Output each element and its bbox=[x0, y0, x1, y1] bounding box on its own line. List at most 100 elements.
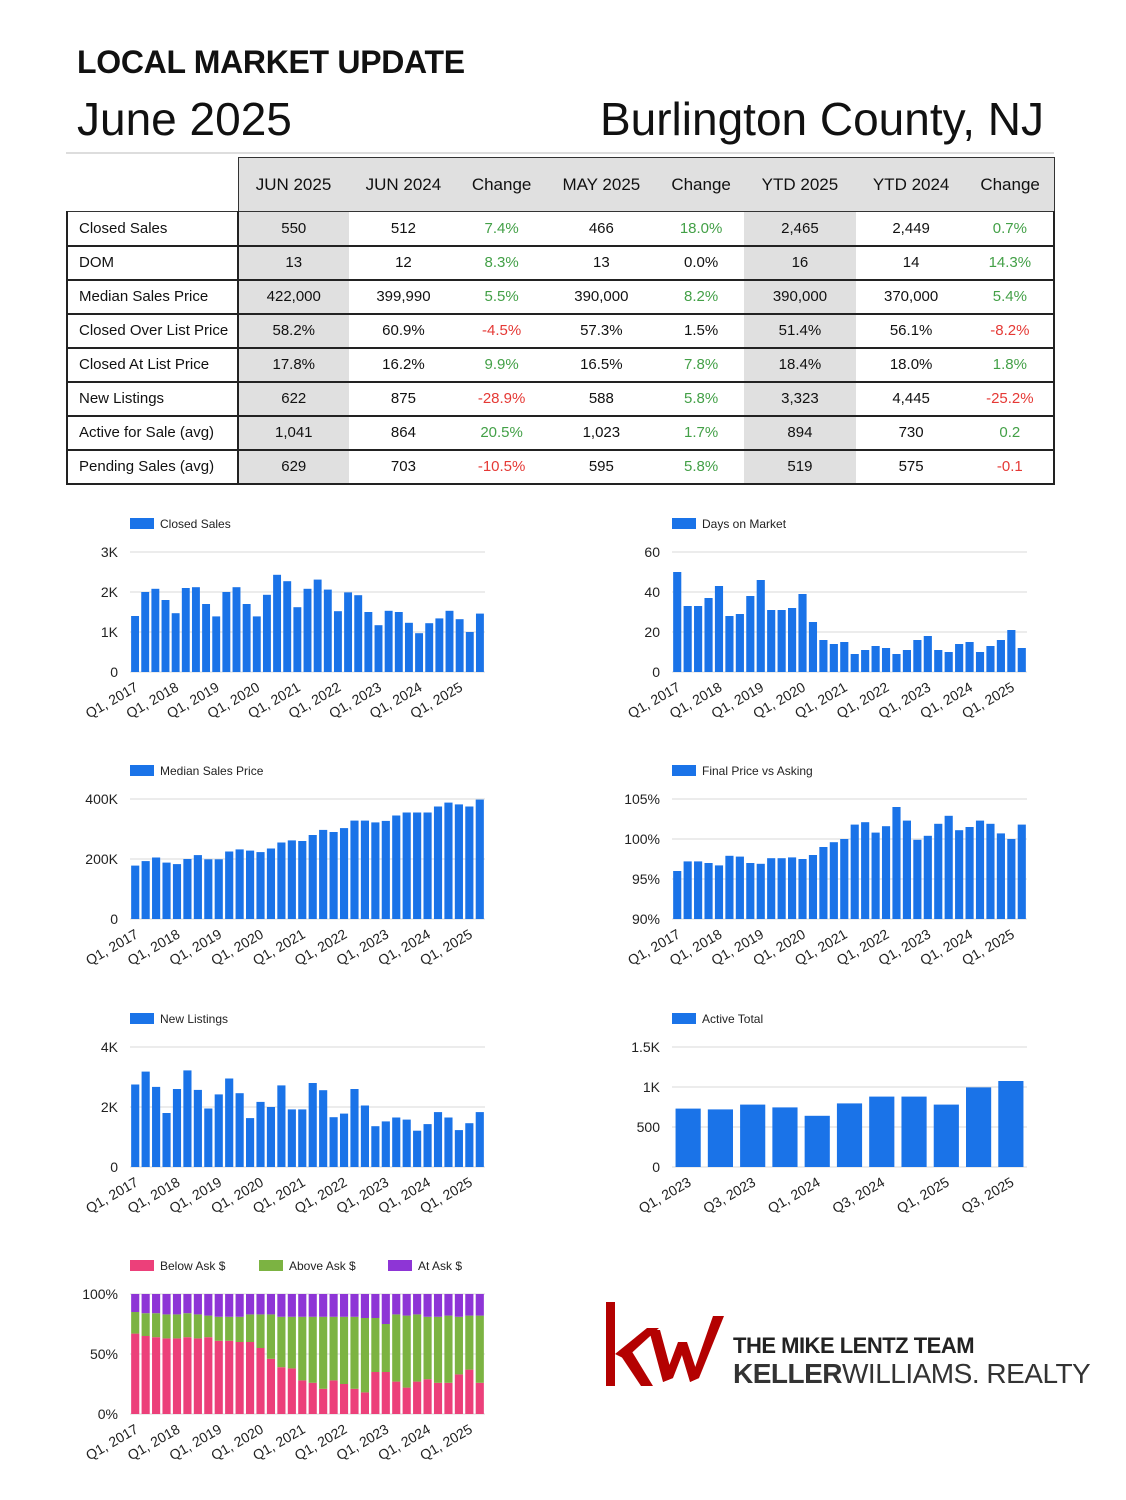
stats-cell: 1.8% bbox=[966, 346, 1056, 382]
bar bbox=[329, 1316, 338, 1381]
bar bbox=[266, 1314, 276, 1359]
bar bbox=[172, 1314, 182, 1339]
bar bbox=[725, 616, 734, 672]
bar bbox=[172, 1089, 182, 1167]
bar bbox=[329, 832, 338, 919]
stats-cell: 7.4% bbox=[458, 211, 545, 246]
bar bbox=[262, 594, 271, 672]
stats-cell: 1.5% bbox=[657, 312, 745, 348]
bar bbox=[287, 1294, 296, 1317]
col-header: JUN 2024 bbox=[348, 157, 459, 212]
bar bbox=[913, 839, 922, 919]
bar bbox=[725, 855, 734, 919]
bar bbox=[374, 625, 383, 672]
bar bbox=[350, 1089, 359, 1167]
bar bbox=[360, 1294, 369, 1318]
stats-cell: 14 bbox=[855, 244, 967, 280]
bar bbox=[283, 581, 292, 672]
bar bbox=[454, 1130, 463, 1167]
stats-cell: 370,000 bbox=[855, 278, 967, 314]
bar bbox=[308, 835, 317, 919]
kw-logo-icon bbox=[606, 1302, 724, 1386]
bar bbox=[162, 1294, 171, 1315]
stats-cell: 18.4% bbox=[744, 346, 856, 382]
bar bbox=[214, 1294, 223, 1317]
col-header: JUN 2025 bbox=[237, 157, 349, 212]
stats-row: Active for Sale (avg) 1,041 864 20.5% 1,023 1… bbox=[66, 414, 1056, 450]
bar bbox=[465, 806, 474, 919]
stats-cell: 0.7% bbox=[966, 211, 1056, 246]
bar bbox=[172, 1294, 182, 1315]
bar bbox=[162, 862, 171, 919]
bar bbox=[162, 1314, 171, 1339]
bar bbox=[371, 1294, 380, 1318]
bar bbox=[413, 1314, 422, 1382]
bar bbox=[339, 1113, 349, 1167]
bar bbox=[287, 1316, 296, 1369]
bar bbox=[402, 1387, 411, 1414]
legend-swatch bbox=[672, 518, 696, 529]
bar bbox=[293, 607, 302, 672]
stats-cell: 58.2% bbox=[238, 312, 349, 348]
y-tick-label: 200K bbox=[85, 851, 118, 867]
bar bbox=[308, 1294, 317, 1317]
bar bbox=[402, 1294, 411, 1316]
bar bbox=[433, 1112, 443, 1167]
bar bbox=[371, 822, 380, 919]
bar bbox=[204, 1315, 213, 1338]
bar bbox=[172, 864, 182, 919]
bar bbox=[225, 1294, 234, 1317]
y-tick-label: 1K bbox=[101, 624, 119, 640]
legend-label: At Ask $ bbox=[418, 1259, 462, 1273]
bar bbox=[673, 572, 682, 672]
legend-label: Above Ask $ bbox=[289, 1259, 356, 1273]
stats-cell: 629 bbox=[238, 448, 349, 485]
legend-swatch bbox=[130, 1260, 154, 1271]
bar bbox=[287, 1109, 296, 1167]
bar bbox=[319, 1294, 328, 1317]
stats-cell: -28.9% bbox=[458, 380, 545, 416]
col-header: MAY 2025 bbox=[544, 157, 658, 212]
bar bbox=[402, 1315, 411, 1388]
y-tick-label: 0 bbox=[110, 664, 118, 680]
stats-cell: 1,041 bbox=[238, 414, 349, 450]
bar bbox=[465, 632, 474, 672]
bar bbox=[901, 1096, 927, 1167]
stats-cell: 894 bbox=[744, 414, 856, 450]
x-tick-label: Q1, 2023 bbox=[636, 1174, 694, 1217]
bar bbox=[944, 815, 953, 919]
x-tick-label: Q3, 2023 bbox=[700, 1174, 758, 1217]
bar bbox=[232, 587, 241, 672]
bar bbox=[465, 1123, 474, 1167]
stats-cell: 422,000 bbox=[238, 278, 349, 314]
stats-cell: 9.9% bbox=[458, 346, 545, 382]
bar bbox=[225, 851, 234, 919]
bar bbox=[871, 646, 880, 672]
bar bbox=[204, 859, 213, 919]
bar bbox=[683, 861, 692, 919]
stats-row-label: Median Sales Price bbox=[66, 278, 239, 314]
y-tick-label: 105% bbox=[624, 791, 660, 807]
bar bbox=[402, 1119, 411, 1167]
stats-cell: 519 bbox=[744, 448, 856, 485]
stats-cell: 20.5% bbox=[458, 414, 545, 450]
stats-cell: 5.8% bbox=[657, 380, 745, 416]
bar bbox=[861, 822, 870, 919]
bar bbox=[413, 1130, 422, 1167]
y-tick-label: 0 bbox=[652, 1159, 660, 1175]
bar bbox=[246, 1294, 255, 1315]
stats-cell: -8.2% bbox=[966, 312, 1056, 348]
stats-row-label: Closed Sales bbox=[66, 211, 239, 246]
bar bbox=[350, 820, 359, 919]
bar bbox=[298, 841, 307, 919]
bar bbox=[944, 652, 953, 672]
market-stats-table: JUN 2025 JUN 2024 Change MAY 2025 Change… bbox=[66, 157, 1056, 485]
bar bbox=[788, 857, 797, 919]
bar bbox=[266, 1107, 276, 1167]
stats-header-row: JUN 2025 JUN 2024 Change MAY 2025 Change… bbox=[67, 157, 1055, 212]
bar bbox=[767, 610, 776, 672]
bar bbox=[131, 1294, 140, 1312]
bar bbox=[475, 1315, 484, 1383]
y-tick-label: 20 bbox=[644, 624, 660, 640]
